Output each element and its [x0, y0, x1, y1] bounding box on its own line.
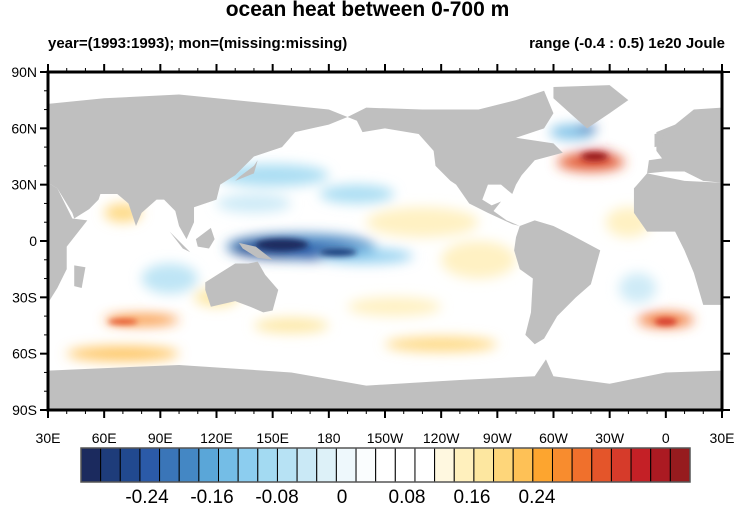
land-africa-east [48, 182, 88, 303]
anomaly-region [618, 272, 657, 303]
colorbar-label: 0 [336, 487, 348, 508]
colorbar-box [296, 447, 318, 483]
lon-label: 60E [92, 430, 117, 446]
land-australia [205, 261, 279, 313]
anomaly-region [216, 194, 292, 213]
land-north-america [347, 90, 563, 226]
anomaly-core [255, 239, 309, 251]
plot-title: ocean heat between 0-700 m [225, 0, 510, 21]
colorbar-label: -0.08 [255, 487, 299, 508]
land-sumatra [169, 231, 191, 253]
anomaly-region [384, 336, 498, 352]
anomaly-region [319, 184, 395, 204]
colorbar-frame [80, 447, 691, 483]
land-borneo [195, 227, 215, 249]
anomaly-region [216, 164, 329, 187]
colorbar-box [591, 447, 612, 483]
colorbar-box [355, 447, 377, 483]
lon-label: 30W [595, 430, 625, 446]
anomaly-region [253, 317, 329, 334]
colorbar-box [335, 447, 357, 483]
colorbar-label: -0.16 [190, 487, 234, 508]
colorbar-box [375, 447, 396, 483]
colorbar-label: 0.24 [518, 487, 556, 508]
land-greenland [553, 85, 629, 129]
colorbar-label: -0.24 [125, 487, 169, 508]
colorbar-box [414, 447, 436, 483]
colorbar-box [100, 447, 121, 483]
lon-label: 30E [710, 430, 735, 446]
colorbar-box [178, 447, 200, 483]
colorbar-box [610, 447, 632, 483]
anomaly-region [66, 346, 180, 362]
colorbar-box [237, 447, 259, 483]
lon-label: 120E [200, 430, 233, 446]
anomaly-core [107, 318, 138, 325]
lon-label: 90E [148, 430, 173, 446]
lon-label: 180 [317, 430, 341, 446]
lon-label: 150E [256, 430, 289, 446]
colorbar-box [80, 447, 102, 483]
colorbar-label: 0.16 [453, 487, 491, 508]
lat-label: 60N [11, 120, 37, 136]
colorbar-box [198, 447, 220, 483]
colorbar-box [316, 447, 337, 483]
lat-label: 0 [29, 233, 37, 249]
land-madagascar [74, 265, 86, 288]
anomaly-region [141, 263, 198, 294]
colorbar-box [139, 447, 161, 483]
colorbar-box [532, 447, 553, 483]
colorbar-box [571, 447, 593, 483]
colorbar-box [394, 447, 416, 483]
lat-label: 90N [11, 64, 37, 80]
lat-label: 90S [12, 402, 37, 418]
colorbar-box [669, 447, 691, 483]
lon-label: 0 [662, 430, 670, 446]
land-eurasia [48, 94, 348, 240]
anomaly-region [441, 241, 516, 279]
colorbar-box [473, 447, 495, 483]
land-japan [235, 160, 258, 181]
colorbar-label: 0.08 [388, 487, 426, 508]
anomaly-core [654, 317, 677, 326]
colorbar-box [119, 447, 141, 483]
lon-label: 30E [36, 430, 61, 446]
land-south-america [514, 220, 601, 345]
anomaly-core [581, 152, 608, 161]
lat-label: 30N [11, 177, 37, 193]
colorbar-box [453, 447, 475, 483]
colorbar-box [276, 447, 298, 483]
anomaly-region [366, 207, 479, 238]
colorbar-box [650, 447, 671, 483]
colorbar-box [218, 447, 239, 483]
lat-label: 60S [12, 346, 37, 362]
land-uk [654, 132, 664, 148]
colorbar-box [551, 447, 573, 483]
land-antarctica [48, 359, 722, 410]
lon-label: 60W [539, 430, 569, 446]
land-new-guinea [238, 242, 273, 260]
lat-label: 30S [12, 289, 37, 305]
land-africa-west [633, 173, 722, 305]
lon-label: 120W [423, 430, 460, 446]
colorbar-box [159, 447, 180, 483]
colorbar-box [630, 447, 652, 483]
colorbar-box [512, 447, 534, 483]
lon-label: 90W [483, 430, 513, 446]
anomaly-core [319, 248, 357, 257]
colorbar-box [434, 447, 455, 483]
land-europe [647, 107, 722, 183]
subtitle-right: range (-0.4 : 0.5) 1e20 Joule [529, 35, 725, 52]
anomaly-region [347, 297, 442, 317]
lon-label: 150W [367, 430, 404, 446]
subtitle-left: year=(1993:1993); mon=(missing:missing) [48, 35, 348, 52]
colorbar-box [257, 447, 278, 483]
colorbar-box [493, 447, 514, 483]
